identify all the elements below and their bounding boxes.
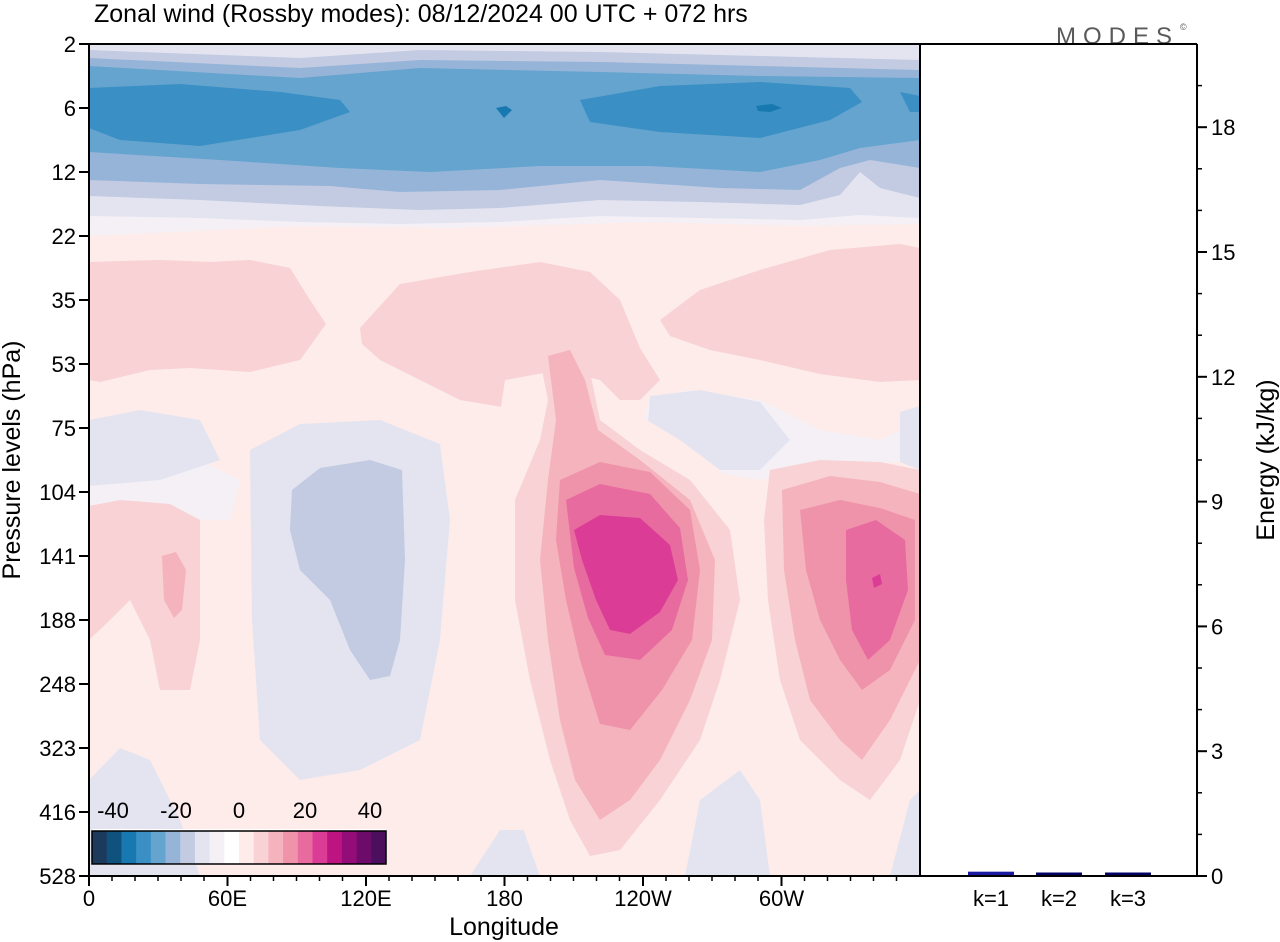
brand-mark: © — [1180, 22, 1187, 32]
zonal-wind-field — [89, 44, 920, 876]
colorbar-swatch — [371, 831, 387, 864]
energy-bars — [968, 871, 1151, 875]
colorbar-swatch — [312, 831, 328, 864]
y-tick-label: 323 — [39, 736, 76, 761]
x-tick-label: 60W — [759, 886, 804, 911]
energy-tick-label: 9 — [1211, 490, 1223, 515]
energy-bar — [1036, 872, 1082, 875]
colorbar-swatch — [180, 831, 196, 864]
colorbar-swatch — [341, 831, 358, 864]
colorbar-label: 40 — [358, 798, 382, 823]
energy-bar — [968, 871, 1014, 875]
longitude-axis: 0 60E 120E 180 120W 60W — [83, 876, 804, 911]
easterly-lower-left — [89, 748, 920, 876]
bar-category-label: k=3 — [1110, 886, 1146, 911]
energy-tick-label: 18 — [1211, 115, 1235, 140]
x-tick-label: 120E — [340, 886, 391, 911]
colorbar-label: 0 — [233, 798, 245, 823]
colorbar-swatch — [194, 831, 211, 864]
y-tick-label: 104 — [39, 480, 76, 505]
colorbar-swatch — [136, 831, 152, 864]
contour-level-p10 — [89, 244, 920, 410]
colorbar-swatch — [121, 831, 137, 864]
colorbar-swatches — [92, 831, 387, 864]
contour-level-m25 — [89, 82, 920, 146]
colorbar-swatch — [268, 831, 284, 864]
colorbar-swatch — [106, 831, 122, 864]
westerly-core-20w-p25 — [846, 520, 908, 660]
x-tick-label: 120W — [614, 886, 672, 911]
bar-category-label: k=2 — [1041, 886, 1077, 911]
colorbar-swatch — [239, 831, 255, 864]
colorbar-swatch — [253, 831, 269, 864]
y-tick-label: 75 — [52, 416, 76, 441]
energy-tick-label: 0 — [1211, 864, 1223, 889]
colorbar-label: 20 — [293, 798, 317, 823]
y-tick-label: 141 — [39, 544, 76, 569]
pressure-axis: 2 6 12 22 35 53 75 104 141 188 248 323 4… — [39, 32, 89, 889]
chart-title: Zonal wind (Rossby modes): 08/12/2024 00… — [94, 0, 748, 28]
energy-tick-label: 12 — [1211, 365, 1235, 390]
westerly-left-p15 — [162, 552, 186, 618]
x-tick-label: 60E — [208, 886, 247, 911]
y-tick-label: 248 — [39, 672, 76, 697]
y-tick-label: 12 — [52, 160, 76, 185]
westerly-core-120w-p30 — [574, 515, 678, 634]
bar-category-label: k=1 — [973, 886, 1009, 911]
energy-tick-label: 3 — [1211, 739, 1223, 764]
colorbar-label: -20 — [160, 798, 192, 823]
energy-axis: 0 3 6 9 12 15 18 — [1197, 84, 1235, 889]
x-tick-label: 180 — [486, 886, 523, 911]
brand-logo: MODES — [1056, 23, 1179, 50]
y-axis-title: Pressure levels (hPa) — [0, 341, 26, 580]
x-axis-title: Longitude — [449, 913, 559, 941]
x-tick-label: 0 — [83, 886, 95, 911]
y-tick-label: 528 — [39, 864, 76, 889]
y-tick-label: 188 — [39, 608, 76, 633]
colorbar-label: -40 — [97, 798, 129, 823]
colorbar-swatch — [150, 831, 166, 864]
y-tick-label: 22 — [52, 224, 76, 249]
easterly-core-120e — [290, 460, 405, 680]
colorbar-swatch — [165, 831, 181, 864]
colorbar-swatch — [224, 831, 240, 864]
y-tick-label: 35 — [52, 288, 76, 313]
energy-tick-label: 15 — [1211, 240, 1235, 265]
y-tick-label: 2 — [64, 32, 76, 57]
energy-axis-title: Energy (kJ/kg) — [1252, 379, 1280, 540]
energy-tick-label: 6 — [1211, 614, 1223, 639]
y-tick-label: 416 — [39, 800, 76, 825]
westerly-core-20w-p30 — [872, 574, 882, 588]
colorbar-swatch — [209, 831, 225, 864]
colorbar-swatch — [283, 831, 299, 864]
longitude-minor-ticks — [111, 876, 898, 881]
colorbar-swatch — [356, 831, 372, 864]
westerly-left-p10 — [89, 500, 200, 690]
y-tick-label: 6 — [64, 96, 76, 121]
colorbar-swatch — [92, 831, 108, 864]
energy-bar — [1105, 872, 1151, 875]
colorbar-swatch — [297, 831, 313, 864]
colorbar-swatch — [327, 831, 343, 864]
y-tick-label: 53 — [52, 352, 76, 377]
colorbar-legend: -40 -20 0 20 40 — [91, 798, 387, 865]
